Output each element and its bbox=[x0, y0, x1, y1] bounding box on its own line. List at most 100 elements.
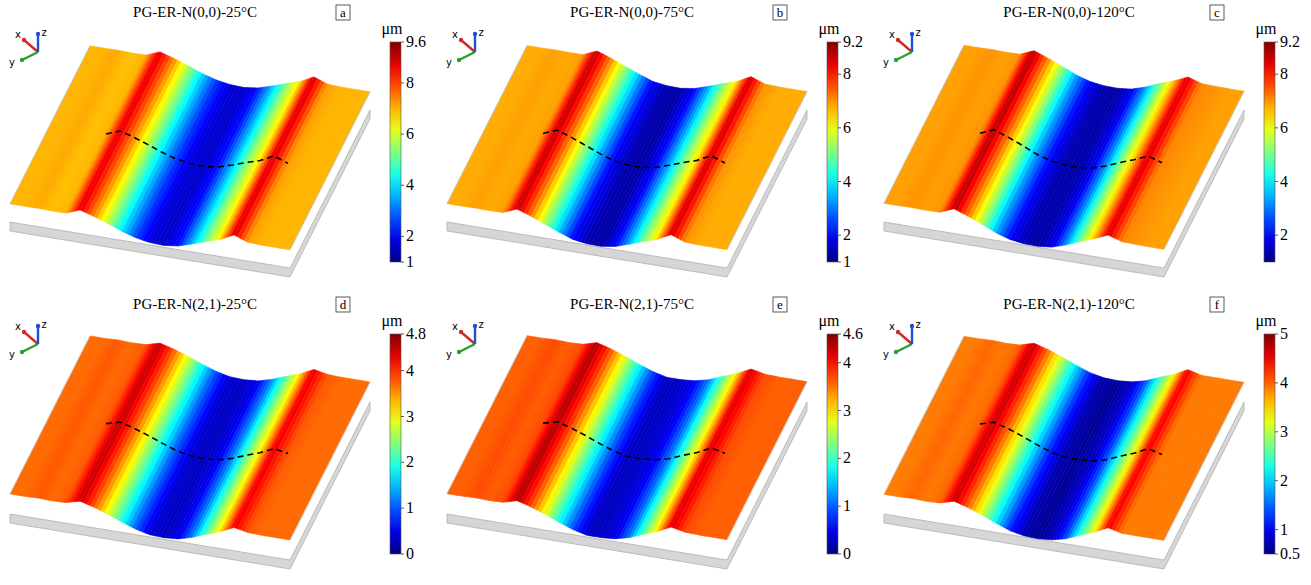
surface-strip bbox=[717, 90, 801, 249]
colorbar-tick bbox=[1275, 554, 1278, 555]
surface-strip bbox=[720, 381, 804, 540]
colorbar-tick-label: 1 bbox=[406, 253, 414, 270]
surface-strip bbox=[703, 378, 787, 537]
panel-title: PG-ER-N(2,1)-120°C bbox=[1003, 296, 1134, 313]
axis-arrow bbox=[898, 40, 912, 52]
axis-letter: x bbox=[452, 321, 458, 332]
colorbar-tick bbox=[401, 462, 404, 463]
colorbar-tick bbox=[838, 127, 841, 128]
colorbar-tick bbox=[401, 134, 404, 135]
colorbar-tick-label: 2 bbox=[843, 449, 851, 466]
colorbar-tick-label: 8 bbox=[1280, 65, 1288, 82]
colorbar-tick bbox=[401, 262, 404, 263]
axis-arrow bbox=[896, 52, 912, 60]
panel-label-box bbox=[1210, 297, 1224, 312]
colorbar-tick-label: 3 bbox=[1280, 423, 1288, 440]
colorbar bbox=[1264, 42, 1275, 262]
axis-arrow-head bbox=[473, 32, 477, 36]
axis-letter: y bbox=[446, 349, 452, 360]
axis-arrow-head bbox=[896, 330, 900, 334]
colorbar-tick bbox=[838, 362, 841, 363]
surface-strip bbox=[1154, 90, 1238, 249]
axis-arrow bbox=[474, 326, 476, 344]
axis-arrow-head bbox=[459, 38, 463, 42]
axis-letter: z bbox=[41, 27, 46, 38]
surface-strip bbox=[720, 90, 804, 249]
plate-edge bbox=[10, 46, 90, 204]
axis-arrow bbox=[22, 344, 38, 352]
panel: PG-ER-N(2,1)-25°Cdxyzμm012344.8 bbox=[9, 296, 426, 569]
surface-strip bbox=[1161, 91, 1245, 250]
colorbar-tick bbox=[401, 236, 404, 237]
colorbar-tick bbox=[838, 74, 841, 75]
surface-strip bbox=[713, 89, 797, 248]
colorbar-tick-label: 3 bbox=[406, 408, 414, 425]
surface-strip bbox=[706, 378, 790, 537]
surface-strip bbox=[1147, 88, 1231, 247]
colorbar-tick-label: 0.5 bbox=[1280, 545, 1300, 562]
panel: PG-ER-N(2,1)-75°Cexyzμm012344.6 bbox=[446, 296, 863, 569]
colorbar-tick-label: 9.6 bbox=[406, 33, 426, 50]
colorbar-unit: μm bbox=[381, 20, 403, 38]
surface-strip bbox=[1157, 90, 1241, 249]
plate-edge bbox=[884, 336, 964, 494]
panel: PG-ER-N(0,0)-75°Cbxyzμm124689.2 bbox=[446, 4, 863, 277]
colorbar-tick bbox=[838, 181, 841, 182]
colorbar-unit: μm bbox=[818, 20, 840, 38]
axis-arrow-head bbox=[20, 58, 24, 62]
axis-arrow bbox=[24, 332, 38, 344]
colorbar-tick-label: 6 bbox=[1280, 119, 1288, 136]
colorbar-tick bbox=[838, 42, 841, 43]
axis-arrow-head bbox=[22, 330, 26, 334]
panel-label-box bbox=[773, 297, 787, 312]
colorbar-tick-label: 4 bbox=[406, 176, 414, 193]
colorbar-tick bbox=[838, 506, 841, 507]
colorbar-tick bbox=[838, 554, 841, 555]
axis-arrow bbox=[898, 332, 912, 344]
axis-arrow-head bbox=[36, 32, 40, 36]
axis-arrow bbox=[461, 332, 475, 344]
surface-strip bbox=[283, 91, 367, 250]
surface-strip bbox=[1147, 379, 1231, 538]
surface-strip bbox=[276, 380, 360, 539]
colorbar-tick bbox=[1275, 431, 1278, 432]
surface-strip bbox=[273, 89, 357, 248]
colorbar-tick-label: 4 bbox=[406, 362, 414, 379]
colorbar-tick-label: 9.2 bbox=[1280, 33, 1300, 50]
colorbar-tick-label: 4 bbox=[843, 354, 851, 371]
axis-arrow bbox=[37, 326, 39, 344]
plate-edge bbox=[290, 382, 370, 540]
colorbar-tick-label: 8 bbox=[406, 74, 414, 91]
colorbar-tick-label: 2 bbox=[406, 227, 414, 244]
axis-letter: z bbox=[478, 27, 483, 38]
axis-letter: x bbox=[15, 321, 21, 332]
axis-arrow-head bbox=[457, 350, 461, 354]
surface-strip bbox=[703, 88, 787, 247]
surface-strip bbox=[276, 90, 360, 249]
colorbar-tick-label: 4 bbox=[1280, 173, 1288, 190]
plate-edge bbox=[727, 92, 807, 250]
colorbar-unit: μm bbox=[381, 312, 403, 330]
surface-strip bbox=[1161, 382, 1245, 541]
colorbar bbox=[390, 334, 401, 554]
surface-strip bbox=[724, 91, 808, 250]
panel-label: e bbox=[777, 297, 783, 312]
axis-letter: y bbox=[883, 349, 889, 360]
surface-strip bbox=[1150, 89, 1234, 248]
colorbar-tick-label: 4.6 bbox=[843, 325, 863, 342]
axis-letter: y bbox=[9, 349, 15, 360]
panel: PG-ER-N(0,0)-25°Caxyzμm124689.6 bbox=[9, 4, 426, 277]
axis-arrow-head bbox=[910, 324, 914, 328]
surface-strip bbox=[717, 380, 801, 539]
axis-arrow-head bbox=[896, 38, 900, 42]
colorbar-tick-label: 4 bbox=[843, 173, 851, 190]
surface-strip bbox=[710, 379, 794, 538]
plate-edge bbox=[727, 382, 807, 540]
colorbar-tick bbox=[1275, 529, 1278, 530]
surface-strip bbox=[287, 91, 371, 250]
axis-arrow-head bbox=[457, 58, 461, 62]
panel-label: c bbox=[1214, 5, 1220, 20]
plate-edge bbox=[290, 92, 370, 250]
plate-edge bbox=[1164, 382, 1244, 540]
surface-strip bbox=[710, 89, 794, 248]
